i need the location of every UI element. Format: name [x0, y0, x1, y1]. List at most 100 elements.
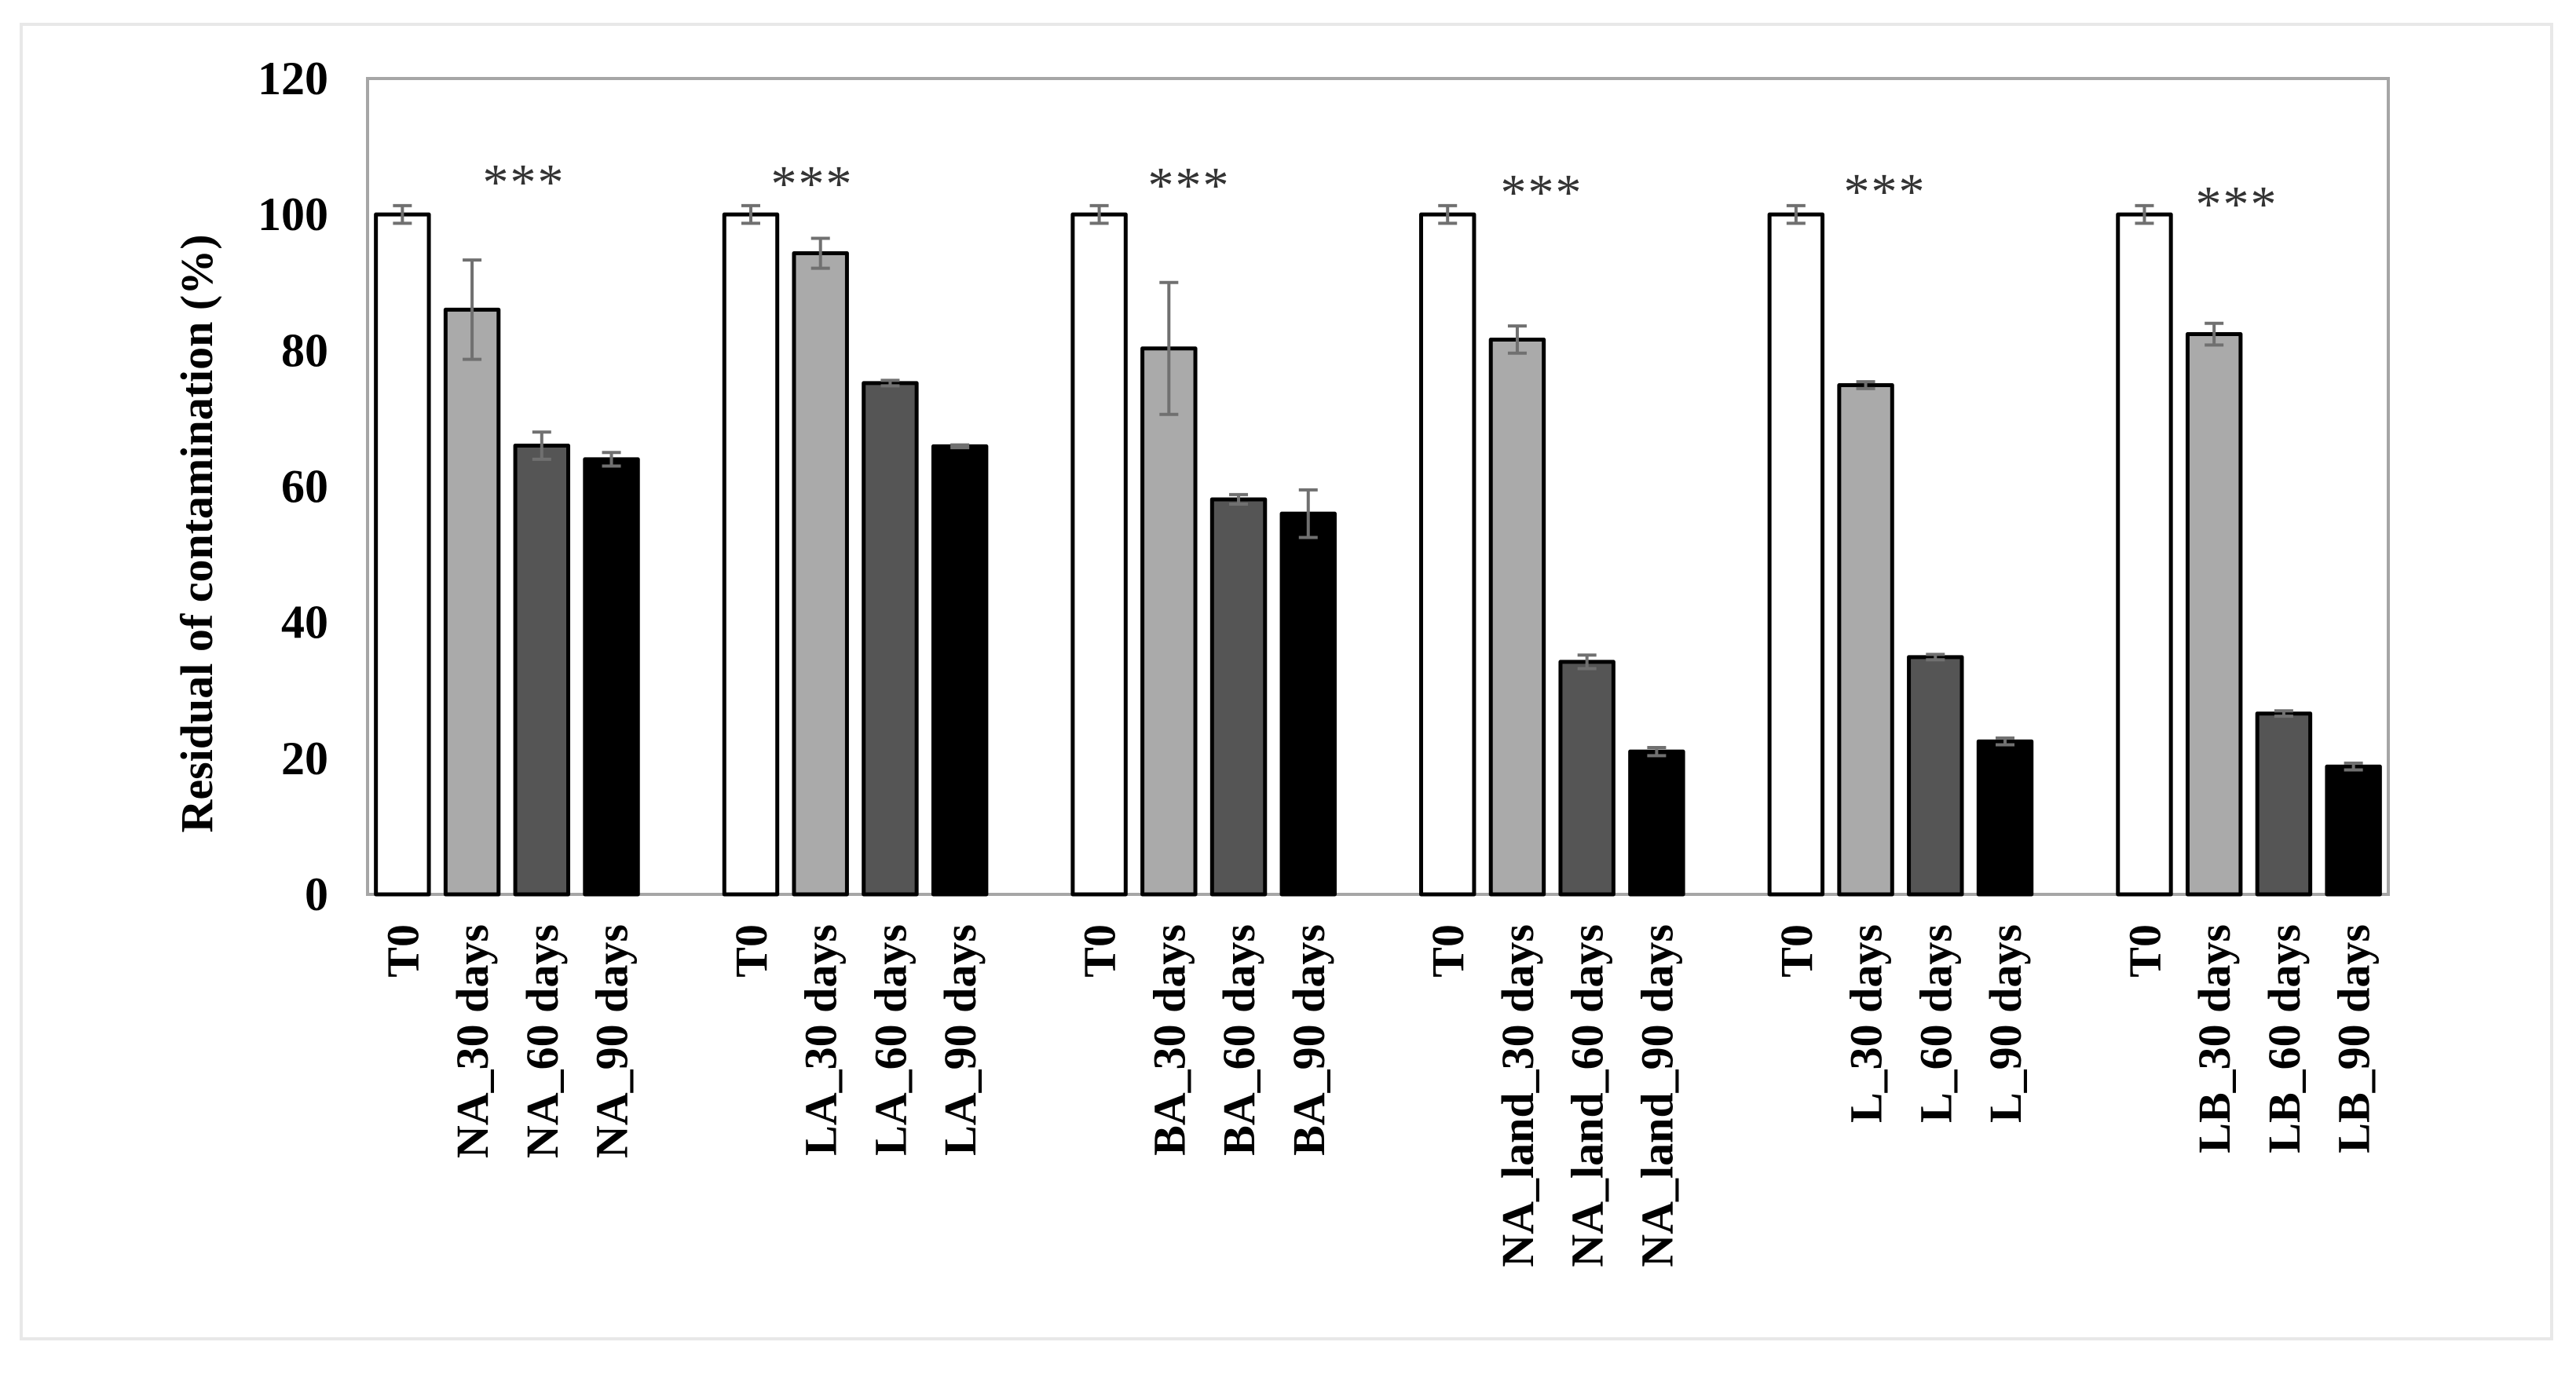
x-tick-label: LB_30 days [2189, 924, 2240, 1153]
error-bar [1647, 745, 1667, 758]
x-tick-label: L_30 days [1841, 924, 1892, 1123]
bar [443, 307, 501, 897]
error-bar [741, 203, 760, 225]
bar-group-na-land [1419, 203, 1685, 897]
significance-marker: *** [1844, 163, 1927, 221]
bar [2116, 212, 2173, 897]
error-bar [1996, 736, 2015, 747]
error-bar [1786, 203, 1806, 225]
bar [1070, 212, 1128, 897]
y-axis-title: Residual of contamination (%) [171, 234, 222, 832]
error-bar [810, 236, 830, 270]
bar [2185, 332, 2243, 897]
error-bar [1159, 280, 1179, 416]
x-tick-label: LA_60 days [865, 924, 916, 1156]
error-bar [1856, 380, 1875, 390]
bar [1279, 511, 1337, 897]
error-bar [2135, 203, 2154, 225]
bar [1628, 749, 1685, 897]
x-tick-label: LB_60 days [2259, 924, 2310, 1153]
bar [1419, 212, 1476, 897]
bar-group-l [1767, 203, 2034, 897]
x-tick-label: LA_90 days [935, 924, 986, 1156]
bar [862, 381, 919, 897]
x-axis-labels: T0 NA_30 days NA_60 days NA_90 days T0 LA_30 … [377, 924, 2379, 1267]
x-tick-label: T0 [377, 924, 428, 978]
x-tick-label: NA_30 days [447, 924, 498, 1158]
plot-border [366, 77, 2390, 896]
significance-marker: *** [483, 154, 565, 211]
significance-marker: *** [771, 155, 854, 213]
significance-marker: *** [1148, 157, 1231, 214]
error-bar [1438, 203, 1458, 225]
bar [374, 212, 431, 897]
x-tick-label: T0 [726, 924, 777, 978]
y-tick-label: 20 [281, 733, 328, 784]
x-tick-label: NA_land_30 days [1492, 924, 1543, 1267]
error-bar [1507, 324, 1527, 355]
x-tick-label: NA_land_90 days [1631, 924, 1682, 1267]
error-bar [1577, 653, 1597, 671]
error-bar [2274, 709, 2293, 718]
bar [2325, 764, 2382, 897]
error-bar [602, 451, 621, 468]
bar [722, 212, 780, 897]
bar [1488, 337, 1546, 897]
error-bar [1089, 203, 1109, 225]
significance-marker: *** [2196, 176, 2278, 233]
error-bar [1298, 488, 1318, 539]
bar-group-na [374, 203, 640, 897]
error-bar [2344, 761, 2363, 772]
x-tick-label: T0 [2119, 924, 2170, 978]
x-tick-label: L_60 days [1910, 924, 1961, 1123]
bar-group-ba [1070, 203, 1337, 897]
bar [1140, 346, 1198, 897]
y-tick-label: 120 [258, 53, 328, 104]
error-bar [463, 258, 482, 361]
error-bar [532, 430, 551, 461]
bar [1767, 212, 1825, 897]
bar [513, 444, 571, 897]
x-tick-label: T0 [1422, 924, 1473, 978]
error-bar [2205, 321, 2224, 347]
error-bar [950, 443, 970, 450]
x-tick-label: T0 [1074, 924, 1125, 978]
x-tick-label: LA_30 days [796, 924, 847, 1156]
y-tick-label: 60 [281, 461, 328, 513]
x-tick-label: BA_30 days [1143, 924, 1195, 1156]
bar [792, 251, 849, 897]
x-tick-label: BA_90 days [1283, 924, 1334, 1156]
y-axis-ticks: 0 20 40 60 80 100 120 [258, 53, 328, 920]
bar [583, 457, 640, 897]
y-tick-label: 80 [281, 324, 328, 376]
bar [931, 444, 989, 897]
x-tick-label: LB_90 days [2329, 924, 2380, 1153]
error-bar [880, 378, 900, 388]
bar [2255, 711, 2313, 897]
x-tick-label: NA_land_60 days [1562, 924, 1613, 1267]
bar-group-lb [2116, 203, 2382, 897]
y-tick-label: 100 [258, 188, 328, 240]
error-bar [1229, 492, 1249, 506]
bar [1976, 739, 2034, 897]
x-tick-label: BA_60 days [1213, 924, 1264, 1156]
bars [374, 203, 2382, 897]
bar-group-la [722, 203, 989, 897]
bar [1209, 497, 1268, 897]
plot-area [366, 77, 2390, 896]
significance-markers: *** *** *** *** *** *** [483, 154, 2278, 233]
y-axis-label: Residual of contamination (%) [171, 234, 222, 832]
error-bar [393, 203, 412, 225]
significance-marker: *** [1501, 164, 1583, 221]
x-tick-label: NA_60 days [517, 924, 568, 1158]
x-tick-label: NA_90 days [587, 924, 638, 1158]
x-tick-label: L_90 days [1980, 924, 2031, 1123]
y-tick-label: 0 [305, 868, 328, 920]
y-tick-label: 40 [281, 597, 328, 649]
x-tick-label: T0 [1771, 924, 1822, 978]
error-bar [1926, 653, 1945, 662]
bar [1558, 660, 1615, 897]
bar [1907, 655, 1964, 897]
bar [1837, 382, 1894, 897]
